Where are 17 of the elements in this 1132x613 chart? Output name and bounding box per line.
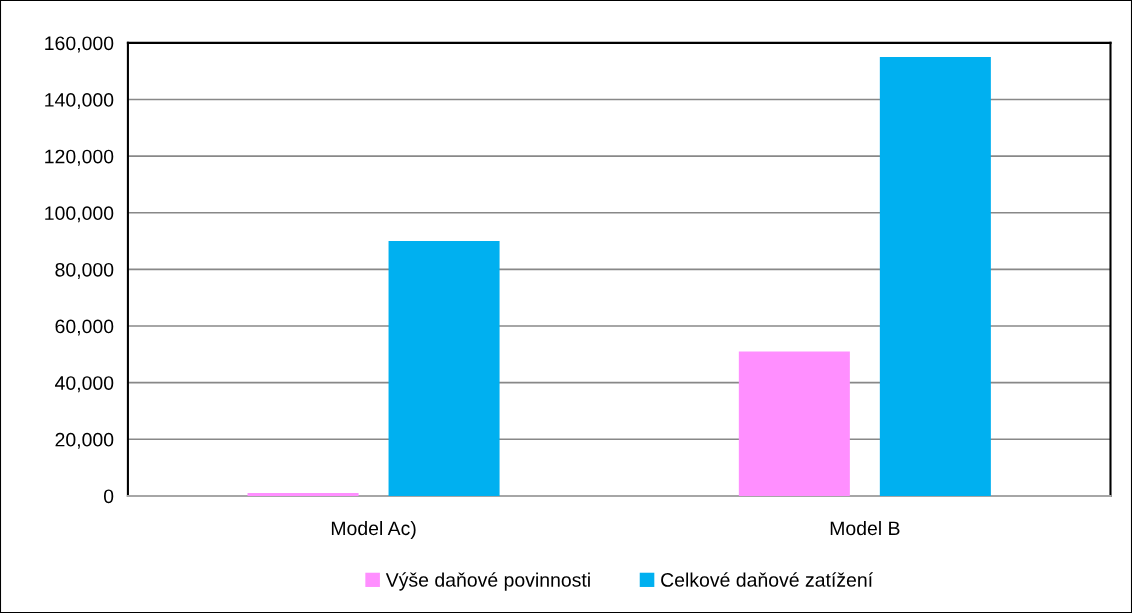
y-tick-label: 140,000 — [45, 93, 114, 110]
bar — [879, 57, 991, 496]
y-tick-label: 80,000 — [55, 262, 114, 279]
y-tick-label: 0 — [103, 489, 114, 504]
y-tick-label: 60,000 — [55, 319, 114, 336]
y-tick-label: 160,000 — [45, 36, 114, 53]
legend-label: Celkové daňové zatížení — [661, 572, 873, 587]
legend-label: Výše daňové povinnosti — [385, 572, 590, 591]
y-tick-label: 120,000 — [45, 149, 114, 166]
bar — [388, 241, 500, 496]
x-tick-label: Model Ac) — [331, 520, 416, 540]
x-tick-label: Model B — [830, 520, 900, 536]
bar — [247, 493, 359, 496]
y-tick-label: 20,000 — [55, 432, 114, 449]
y-tick-label: 40,000 — [55, 376, 114, 393]
y-tick-label: 100,000 — [45, 206, 114, 223]
bar — [738, 351, 850, 496]
